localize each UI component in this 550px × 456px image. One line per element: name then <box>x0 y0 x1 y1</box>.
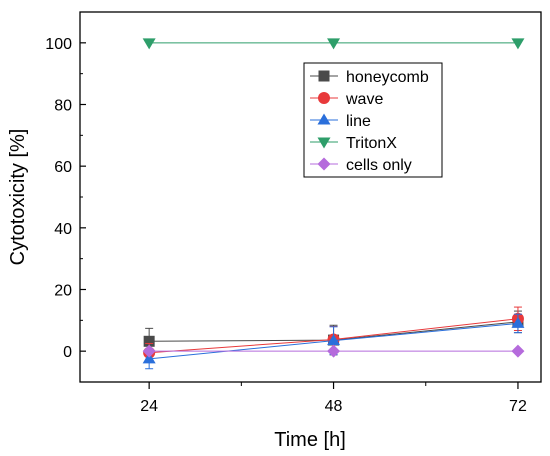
y-axis-title: Cytotoxicity [%] <box>7 129 29 266</box>
legend-label: cells only <box>346 157 412 174</box>
legend-label: honeycomb <box>346 69 429 86</box>
data-point <box>142 352 156 364</box>
series-line <box>142 313 525 370</box>
x-tick-label: 72 <box>509 398 527 415</box>
axis-ticks: 0 20 40 60 80 100 24 48 72 <box>45 36 527 415</box>
x-tick-label: 24 <box>140 398 158 415</box>
x-axis-title: Time [h] <box>274 429 346 451</box>
y-tick-label: 0 <box>63 344 72 361</box>
series-cells-only <box>142 344 525 358</box>
y-tick-label: 60 <box>54 159 72 176</box>
legend-label: wave <box>345 91 383 108</box>
y-tick-label: 20 <box>54 283 72 300</box>
legend-marker <box>318 70 330 82</box>
x-tick-label: 48 <box>325 398 343 415</box>
data-point <box>142 38 156 50</box>
legend-label: line <box>346 113 371 130</box>
data-point <box>143 335 155 347</box>
series-layer <box>142 38 525 370</box>
legend-marker <box>317 137 331 149</box>
data-point <box>327 344 341 358</box>
y-tick-label: 40 <box>54 221 72 238</box>
legend-marker <box>317 157 331 171</box>
legend-marker <box>317 113 331 125</box>
y-tick-label: 100 <box>45 36 72 53</box>
legend-label: TritonX <box>346 135 397 152</box>
y-tick-label: 80 <box>54 98 72 115</box>
data-point <box>327 334 341 346</box>
legend: honeycomb wave line TritonX cells only <box>303 62 443 178</box>
data-point <box>511 316 525 328</box>
legend-marker <box>318 92 330 104</box>
series-tritonx <box>142 38 525 50</box>
data-point <box>142 344 156 358</box>
data-point <box>327 38 341 50</box>
data-point <box>511 344 525 358</box>
data-point <box>511 38 525 50</box>
